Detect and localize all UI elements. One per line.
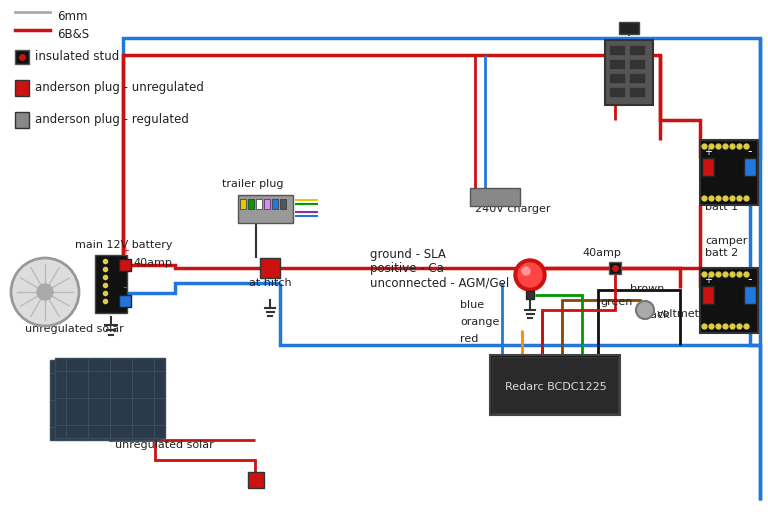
Bar (744, 158, 756, 176)
Text: +: + (704, 147, 712, 157)
Text: brown: brown (630, 284, 664, 294)
Circle shape (636, 301, 654, 319)
Bar (470, 188, 520, 206)
Text: 40amp: 40amp (133, 258, 172, 268)
Bar (55, 358, 165, 438)
Text: 40amp: 40amp (582, 248, 621, 258)
Bar (50, 360, 160, 440)
Bar (629, 87, 645, 97)
Bar (15, 50, 29, 64)
Text: 240V charger: 240V charger (475, 204, 551, 214)
Bar (119, 295, 131, 307)
Text: at hitch: at hitch (249, 278, 291, 288)
Bar (609, 87, 625, 97)
Bar (240, 199, 246, 209)
Bar (744, 286, 756, 304)
Text: insulated stud: insulated stud (35, 51, 119, 63)
Bar (15, 80, 29, 96)
Text: unconnected - AGM/Gel: unconnected - AGM/Gel (370, 276, 509, 289)
Circle shape (522, 267, 530, 275)
Text: -: - (748, 273, 752, 286)
Text: Redarc BCDC1225: Redarc BCDC1225 (505, 382, 607, 392)
Text: trailer plug: trailer plug (222, 179, 283, 189)
Bar (15, 112, 29, 128)
Text: -: - (123, 281, 127, 294)
Bar (280, 199, 286, 209)
Bar (490, 355, 620, 415)
Bar (272, 199, 278, 209)
Text: +: + (121, 246, 129, 256)
Bar (609, 45, 625, 55)
Text: unregulated solar: unregulated solar (115, 440, 214, 450)
Text: main 12V battery: main 12V battery (75, 240, 173, 250)
Bar (609, 73, 625, 83)
Bar (629, 45, 645, 55)
Bar (256, 199, 262, 209)
Bar (700, 268, 758, 333)
Bar (609, 262, 621, 274)
Bar (609, 59, 625, 69)
Text: anderson plug - regulated: anderson plug - regulated (35, 114, 189, 126)
Bar (248, 472, 264, 488)
Bar (619, 22, 639, 34)
Circle shape (514, 259, 546, 291)
Bar (702, 286, 714, 304)
Bar (260, 258, 280, 278)
Bar (492, 357, 618, 413)
Text: camper
batt 1: camper batt 1 (705, 190, 747, 212)
Text: black: black (640, 310, 670, 320)
Text: -: - (748, 145, 752, 158)
Bar (700, 140, 758, 205)
Text: ground - SLA: ground - SLA (370, 248, 446, 261)
Text: blue: blue (460, 300, 484, 310)
Text: +: + (704, 275, 712, 285)
Bar (238, 195, 293, 223)
Text: anderson plug - unregulated: anderson plug - unregulated (35, 81, 204, 95)
Circle shape (11, 258, 79, 326)
Text: red: red (460, 334, 478, 344)
Bar (702, 158, 714, 176)
Bar (629, 73, 645, 83)
Bar (605, 40, 653, 105)
Text: camper
batt 2: camper batt 2 (705, 237, 747, 258)
Text: orange: orange (460, 317, 499, 327)
Bar (95, 255, 127, 313)
Text: 6B&S: 6B&S (57, 28, 89, 40)
Bar (248, 199, 254, 209)
Circle shape (37, 284, 53, 300)
Text: positive - Ca: positive - Ca (370, 262, 444, 275)
Text: 6mm: 6mm (57, 10, 88, 23)
Bar (264, 199, 270, 209)
Bar (119, 259, 131, 271)
Text: green: green (600, 297, 632, 307)
Text: unregulated solar: unregulated solar (25, 324, 124, 334)
Bar (629, 59, 645, 69)
Text: voltmeter: voltmeter (657, 309, 711, 319)
Circle shape (518, 263, 542, 287)
Bar (526, 291, 534, 299)
